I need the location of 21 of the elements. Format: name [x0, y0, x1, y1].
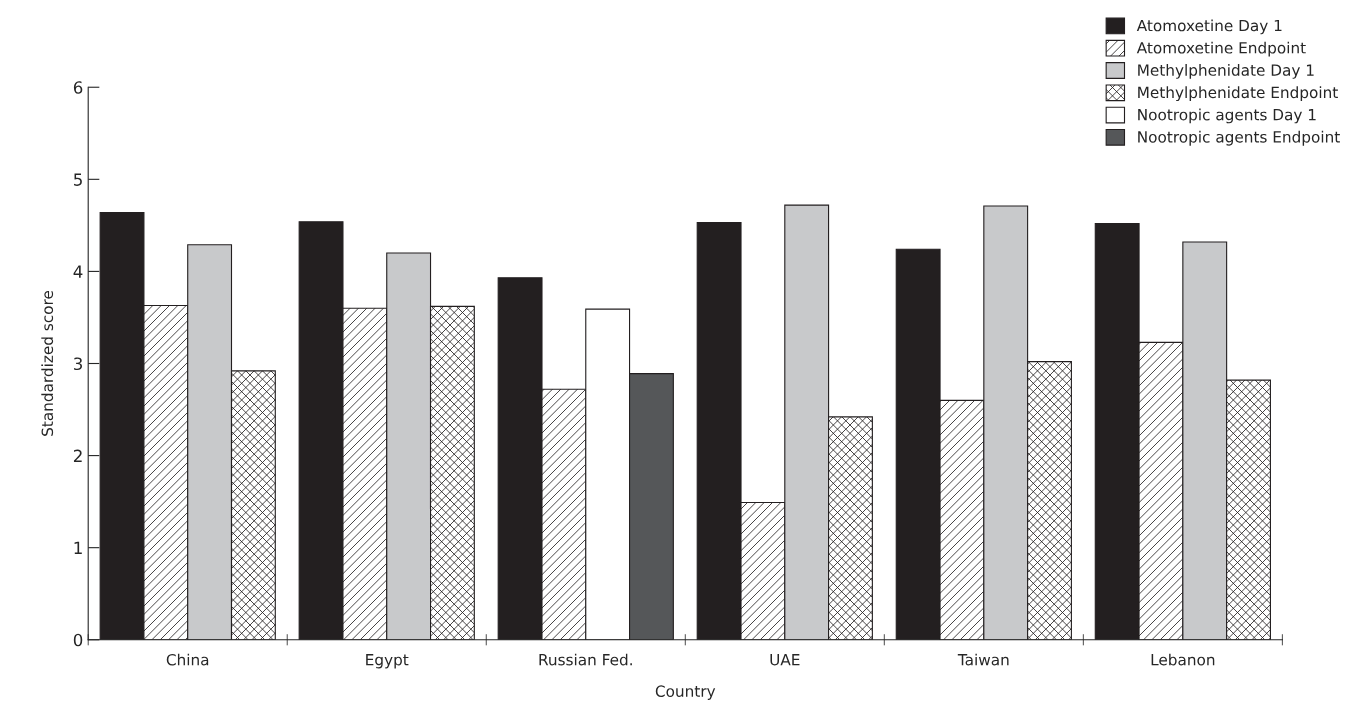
x-tick-label: Russian Fed. [539, 653, 632, 666]
legend-label: Nootropic agents Day 1 [1138, 108, 1316, 124]
legend-label: Methylphenidate Endpoint [1138, 86, 1338, 102]
legend-label: Atomoxetine Day 1 [1136, 19, 1282, 35]
x-tick-label: UAE [770, 654, 800, 666]
y-tick-label: 0 [73, 633, 83, 647]
y-tick-label: 5 [74, 173, 82, 186]
x-axis-title: Country [655, 685, 716, 700]
y-tick-label: 1 [74, 541, 82, 555]
x-tick-label: Taiwan [957, 653, 1009, 666]
y-tick-label: 2 [73, 449, 82, 462]
x-tick-label: China [166, 653, 209, 666]
legend-label: Nootropic agents Endpoint [1138, 130, 1340, 146]
y-axis-title: Standardized score [41, 290, 54, 436]
x-tick-label: Egypt [366, 654, 409, 669]
legend-label: Methylphenidate Day 1 [1138, 64, 1314, 79]
y-tick-label: 4 [73, 265, 83, 278]
x-tick-label: Lebanon [1151, 653, 1215, 666]
y-tick-label: 6 [73, 81, 83, 94]
legend-label: Atomoxetine Endpoint [1136, 41, 1306, 57]
y-tick-label: 3 [74, 357, 83, 371]
